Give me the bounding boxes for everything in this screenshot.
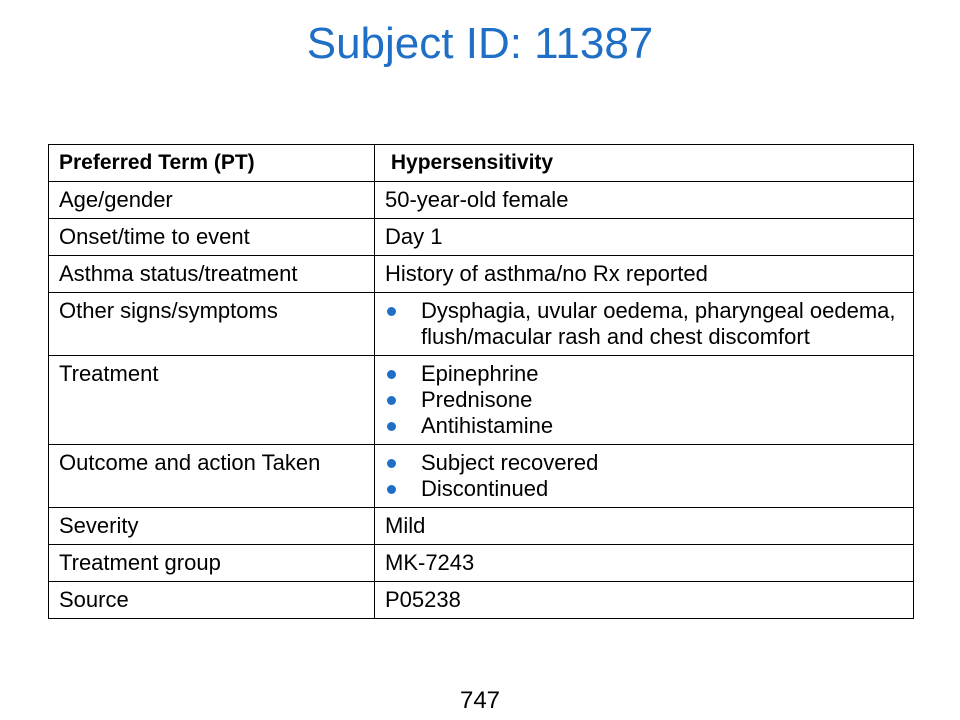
row-label-treatment-group: Treatment group <box>48 544 375 582</box>
row-label-source: Source <box>48 581 375 619</box>
list-item-text: Discontinued <box>421 476 549 501</box>
list-item: Antihistamine <box>385 413 905 439</box>
list-item-text: Epinephrine <box>421 361 539 386</box>
table-row: Outcome and action Taken Subject recover… <box>48 444 914 508</box>
bullet-icon <box>387 370 396 379</box>
row-label-severity: Severity <box>48 507 375 545</box>
row-value-treatment-group: MK-7243 <box>374 544 914 582</box>
header-label-cell: Preferred Term (PT) <box>48 144 375 182</box>
bullet-list: Epinephrine Prednisone Antihistamine <box>385 361 905 439</box>
bullet-list: Subject recovered Discontinued <box>385 450 905 502</box>
row-label-onset: Onset/time to event <box>48 218 375 256</box>
table-row: Severity Mild <box>48 507 914 545</box>
row-value-age-gender: 50-year-old female <box>374 181 914 219</box>
list-item-text: Prednisone <box>421 387 533 412</box>
bullet-icon <box>387 485 396 494</box>
row-value-treatment: Epinephrine Prednisone Antihistamine <box>374 355 914 445</box>
table-row: Source P05238 <box>48 581 914 619</box>
row-label-treatment: Treatment <box>48 355 375 445</box>
list-item-text: Antihistamine <box>421 413 554 438</box>
row-value-asthma: History of asthma/no Rx reported <box>374 255 914 293</box>
row-value-source: P05238 <box>374 581 914 619</box>
row-label-outcome: Outcome and action Taken <box>48 444 375 508</box>
page-number: 747 <box>459 687 501 714</box>
row-label-asthma: Asthma status/treatment <box>48 255 375 293</box>
list-item-text: Dysphagia, uvular oedema, pharyngeal oed… <box>421 298 896 349</box>
bullet-icon <box>387 459 396 468</box>
row-value-severity: Mild <box>374 507 914 545</box>
page-title: Subject ID: 11387 <box>306 19 654 68</box>
bullet-list: Dysphagia, uvular oedema, pharyngeal oed… <box>385 298 905 350</box>
row-label-signs-symptoms: Other signs/symptoms <box>48 292 375 356</box>
row-label-age-gender: Age/gender <box>48 181 375 219</box>
bullet-icon <box>387 396 396 405</box>
header-value-cell: Hypersensitivity <box>374 144 914 182</box>
table-row: Age/gender 50-year-old female <box>48 181 914 219</box>
list-item: Dysphagia, uvular oedema, pharyngeal oed… <box>385 298 905 350</box>
bullet-icon <box>387 307 396 316</box>
list-item: Discontinued <box>385 476 905 502</box>
table-row: Asthma status/treatment History of asthm… <box>48 255 914 293</box>
list-item: Epinephrine <box>385 361 905 387</box>
row-value-outcome: Subject recovered Discontinued <box>374 444 914 508</box>
table-row: Treatment Epinephrine Prednisone Antihis… <box>48 355 914 445</box>
table-row: Treatment group MK-7243 <box>48 544 914 582</box>
table-header-row: Preferred Term (PT) Hypersensitivity <box>48 144 914 182</box>
list-item-text: Subject recovered <box>421 450 599 475</box>
table-row: Other signs/symptoms Dysphagia, uvular o… <box>48 292 914 356</box>
bullet-icon <box>387 422 396 431</box>
row-value-signs-symptoms: Dysphagia, uvular oedema, pharyngeal oed… <box>374 292 914 356</box>
row-value-onset: Day 1 <box>374 218 914 256</box>
header-value-text: Hypersensitivity <box>390 151 554 174</box>
list-item: Prednisone <box>385 387 905 413</box>
list-item: Subject recovered <box>385 450 905 476</box>
table-row: Onset/time to event Day 1 <box>48 218 914 256</box>
subject-info-table: Preferred Term (PT) Hypersensitivity Age… <box>48 144 914 619</box>
